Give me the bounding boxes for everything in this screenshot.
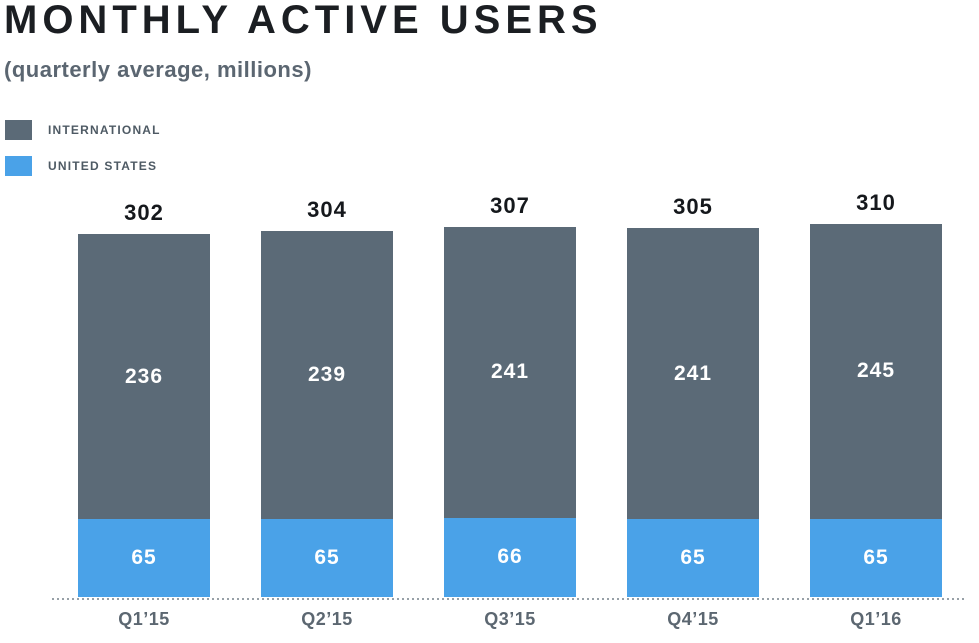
us-segment: 66 (444, 517, 576, 597)
bar-group: 302 236 65 Q1’15 (78, 200, 210, 629)
international-segment: 241 (627, 228, 759, 519)
international-segment: 236 (78, 234, 210, 519)
x-axis-label: Q1’16 (850, 609, 902, 629)
us-value-label: 65 (863, 545, 889, 569)
us-value-label: 66 (497, 545, 523, 569)
chart-area: 302 236 65 Q1’15 304 239 65 Q2’15 307 241 66 Q3’15 3… (0, 190, 979, 629)
bar-group: 307 241 66 Q3’15 (444, 193, 576, 629)
x-axis-label: Q1’15 (118, 609, 170, 629)
legend-label-united-states: UNITED STATES (48, 158, 158, 173)
us-segment: 65 (261, 518, 393, 597)
chart-legend: INTERNATIONAL UNITED STATES (5, 119, 161, 191)
total-label: 304 (307, 196, 347, 222)
x-axis-label: Q2’15 (301, 609, 353, 629)
international-segment: 241 (444, 227, 576, 518)
total-label: 305 (673, 194, 713, 220)
chart-title: MONTHLY ACTIVE USERS (4, 0, 603, 42)
us-segment: 65 (627, 518, 759, 597)
legend-label-international: INTERNATIONAL (48, 122, 161, 137)
total-label: 302 (124, 200, 164, 226)
legend-swatch-international-icon (5, 119, 32, 140)
bar-group: 304 239 65 Q2’15 (261, 197, 393, 629)
us-segment: 65 (78, 518, 210, 597)
chart-subtitle: (quarterly average, millions) (4, 57, 312, 82)
legend-item-international: INTERNATIONAL (5, 119, 161, 140)
international-segment: 245 (810, 223, 942, 519)
international-value-label: 236 (124, 364, 164, 388)
x-axis-label: Q3’15 (484, 609, 536, 629)
international-value-label: 241 (673, 361, 713, 385)
legend-swatch-united-states-icon (5, 155, 32, 176)
us-value-label: 65 (131, 545, 157, 569)
x-axis-label: Q4’15 (667, 609, 719, 629)
international-value-label: 241 (490, 360, 530, 384)
x-axis-baseline (52, 598, 965, 600)
us-segment: 65 (810, 518, 942, 597)
legend-item-united-states: UNITED STATES (5, 155, 161, 176)
international-value-label: 239 (307, 362, 347, 386)
international-value-label: 245 (856, 359, 896, 383)
us-value-label: 65 (680, 545, 706, 569)
bar-group: 310 245 65 Q1’16 (810, 190, 942, 629)
total-label: 310 (856, 189, 896, 215)
us-value-label: 65 (314, 545, 340, 569)
international-segment: 239 (261, 230, 393, 519)
total-label: 307 (490, 193, 530, 219)
bar-group: 305 241 65 Q4’15 (627, 194, 759, 629)
